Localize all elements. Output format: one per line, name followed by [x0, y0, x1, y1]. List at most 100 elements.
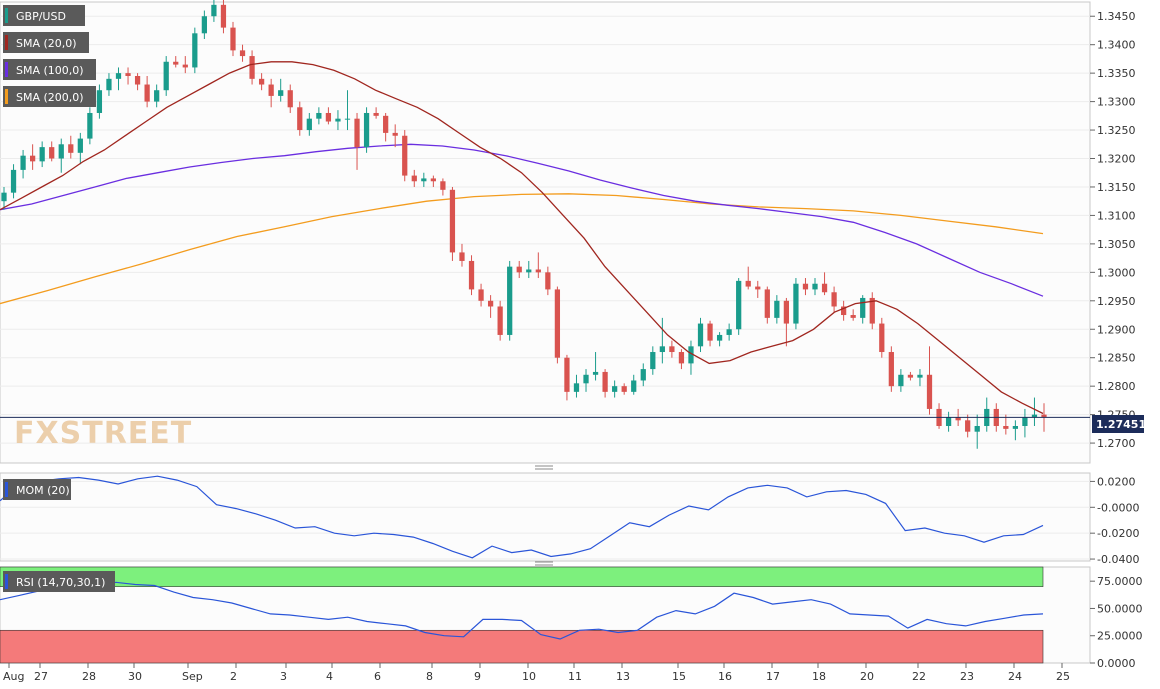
candle-body-down: [478, 289, 484, 301]
candle-body-down: [440, 181, 446, 190]
x-tick-label: Aug: [3, 670, 24, 683]
momentum-y-tick-label: -0.0200: [1097, 527, 1139, 540]
candle-body-up: [316, 112, 322, 119]
sma20-series: [0, 61, 1044, 415]
panel-resize-handle-2[interactable]: [535, 561, 553, 566]
candle-body-down: [869, 297, 875, 324]
candle-body-up: [58, 144, 64, 159]
price-y-tick-label: 1.2800: [1097, 380, 1136, 393]
candle-body-down: [516, 266, 522, 273]
y-axis: 1.3450 1.3400 1.3350 1.3300 1.3250 1.3200 1.31…: [1090, 10, 1143, 670]
candle-body-up: [726, 329, 732, 335]
x-tick-label: 6: [374, 670, 381, 683]
candle-body-down: [965, 420, 971, 432]
candle-body-down: [373, 112, 379, 116]
candle-body-up: [592, 371, 599, 375]
x-tick-label: 13: [616, 670, 630, 683]
candle-body-down: [802, 283, 809, 290]
x-tick-label: 8: [426, 670, 433, 683]
candle-body-down: [392, 132, 398, 136]
last-price-tag-bg: [1092, 415, 1144, 433]
candle-body-down: [850, 315, 856, 318]
x-tick-label: 17: [766, 670, 780, 683]
candle-body-up: [793, 283, 799, 324]
price-panel: [0, 1, 1091, 464]
candle-body-down: [144, 84, 150, 102]
candle-body-down: [764, 289, 770, 318]
candle-body-up: [278, 90, 284, 96]
x-tick-label: 30: [128, 670, 142, 683]
candle-body-down: [1041, 414, 1047, 418]
candle-body-down: [134, 75, 141, 85]
candle-body-up: [583, 374, 589, 384]
rsi-line: [0, 581, 1044, 640]
candle-body-down: [459, 252, 465, 261]
momentum-series: [0, 475, 1044, 559]
candle-body-down: [173, 61, 179, 65]
candle-body-up: [421, 178, 427, 182]
x-tick-label: 28: [82, 670, 96, 683]
candle-body-up: [20, 155, 26, 170]
price-y-tick-label: 1.2850: [1097, 352, 1136, 365]
rsi-y-tick-label: 75.0000: [1097, 575, 1143, 588]
candle-body-down: [268, 84, 274, 96]
legend-mom[interactable]: MOM (20): [3, 479, 71, 500]
x-tick-label: 4: [326, 670, 333, 683]
price-y-tick-label: 1.2700: [1097, 437, 1136, 450]
rsi-zones: [0, 566, 1044, 664]
rsi-y-tick-label: 50.0000: [1097, 602, 1143, 615]
legend-rsi[interactable]: RSI (14,70,30,1): [3, 571, 115, 592]
watermark: FXSTREET: [14, 416, 192, 451]
candle-body-down: [841, 306, 847, 316]
candle-body-down: [678, 352, 685, 364]
rsi-y-tick-label: 0.0000: [1097, 657, 1136, 670]
rsi-y-tick-label: 25.0000: [1097, 630, 1143, 643]
legend-sma100[interactable]: SMA (100,0): [3, 59, 96, 80]
candle-body-up: [335, 118, 341, 122]
candle-body-down: [545, 272, 551, 290]
price-y-tick-label: 1.3000: [1097, 266, 1136, 279]
candle-body-down: [49, 147, 55, 159]
candle-body-down: [249, 56, 255, 79]
candle-body-up: [344, 118, 351, 120]
legend-sma20[interactable]: SMA (20,0): [3, 32, 89, 53]
legend-swatch-sma200: [5, 89, 8, 104]
candle-body-down: [907, 374, 914, 378]
candle-body-up: [898, 374, 904, 387]
candle-body-up: [860, 297, 866, 318]
candle-body-up: [77, 138, 83, 153]
candle-body-down: [258, 78, 265, 85]
candle-body-down: [125, 73, 131, 76]
candle-body-up: [163, 61, 169, 91]
legend-sma200[interactable]: SMA (200,0): [3, 86, 96, 107]
price-y-tick-label: 1.3400: [1097, 39, 1136, 52]
candle-body-down: [564, 357, 570, 392]
candle-body-up: [106, 78, 112, 91]
price-y-tick-label: 1.2900: [1097, 323, 1136, 336]
gridlines: [0, 15, 1090, 560]
candle-body-up: [716, 334, 723, 341]
x-tick-label: 10: [522, 670, 536, 683]
candles: [1, 0, 1047, 449]
x-tick-label: 3: [280, 670, 287, 683]
candle-body-down: [182, 64, 188, 68]
x-tick-label: 25: [1056, 670, 1070, 683]
candle-body-down: [955, 417, 961, 421]
sma200-series: [0, 193, 1044, 305]
price-y-tick-label: 1.3250: [1097, 124, 1136, 137]
candle-body-up: [363, 112, 370, 148]
price-y-tick-label: 1.2950: [1097, 295, 1136, 308]
legend-gbpusd[interactable]: GBP/USD: [3, 5, 85, 26]
candle-body-down: [468, 260, 475, 290]
candle-body-down: [30, 155, 36, 162]
candle-body-up: [211, 4, 217, 17]
legend-swatch-rsi: [5, 574, 8, 589]
panel-resize-handle-1[interactable]: [535, 465, 553, 470]
candle-body-down: [1003, 426, 1009, 429]
price-y-tick-label: 1.3150: [1097, 181, 1136, 194]
momentum-y-tick-label: -0.0000: [1097, 501, 1139, 514]
rsi-series: [0, 581, 1044, 640]
candle-body-down: [497, 306, 503, 335]
candle-body-up: [945, 417, 952, 427]
